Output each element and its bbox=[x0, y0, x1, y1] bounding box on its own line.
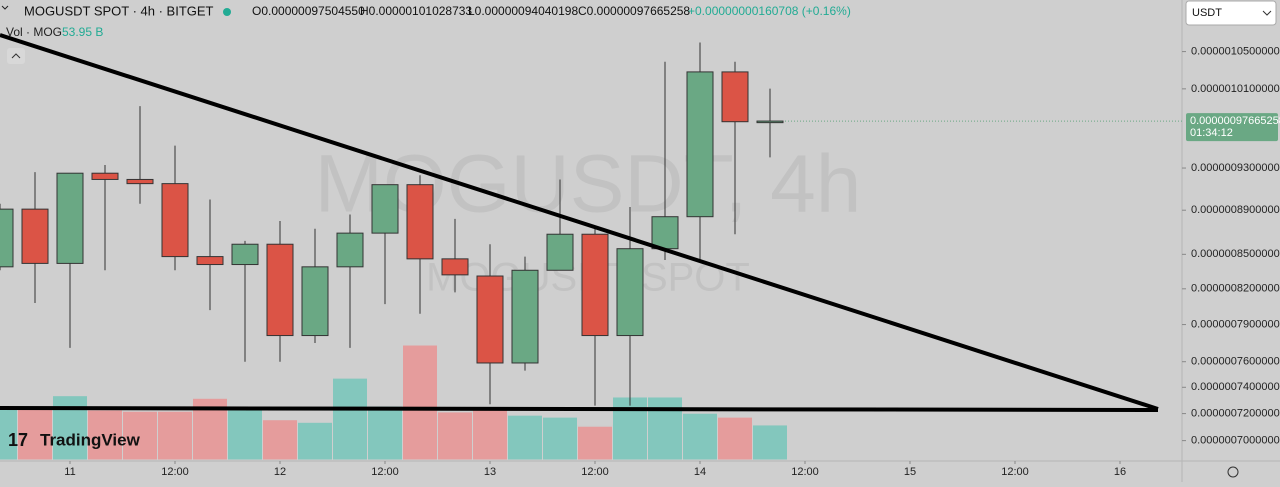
candle-body bbox=[441, 258, 469, 276]
price-axis bbox=[1182, 0, 1280, 482]
volume-bar bbox=[472, 408, 508, 461]
y-tick-label: 0.00000074000000 bbox=[1191, 381, 1280, 393]
volume-bar bbox=[157, 410, 193, 461]
trend-line bbox=[0, 33, 1159, 411]
settings-icon[interactable] bbox=[1227, 466, 1239, 478]
ohlc-value: H0.00000101028733 bbox=[360, 4, 472, 18]
candle-body bbox=[91, 172, 119, 180]
volume-legend-value: 53.95 B bbox=[62, 25, 103, 39]
candle-body bbox=[511, 269, 539, 364]
volume-bar bbox=[297, 421, 333, 461]
ohlc-value: O0.00000097504550 bbox=[252, 4, 365, 18]
x-tick-label: 12:00 bbox=[581, 466, 609, 478]
currency[interactable]: USDT bbox=[1192, 7, 1222, 19]
y-tick-label: 0.00000076000000 bbox=[1191, 356, 1280, 368]
candle-body bbox=[756, 120, 784, 124]
candle-body bbox=[161, 183, 189, 258]
x-tick-label: 12:00 bbox=[1001, 466, 1029, 478]
candle-body bbox=[231, 243, 259, 266]
candle-body bbox=[301, 266, 329, 337]
volume-bar bbox=[367, 405, 403, 461]
logo-icon: 17 bbox=[8, 430, 28, 450]
scroll-icon[interactable] bbox=[11, 53, 21, 59]
logo: TradingView bbox=[40, 430, 141, 449]
ohlc-value: L0.00000094040198 bbox=[468, 4, 578, 18]
candle-body bbox=[476, 275, 504, 364]
currency-box[interactable] bbox=[1185, 0, 1277, 26]
candle-body bbox=[651, 216, 679, 250]
candle-body bbox=[196, 256, 224, 266]
candle-body bbox=[721, 71, 749, 123]
collapse-icon[interactable] bbox=[1, 5, 9, 10]
volume-bar bbox=[682, 412, 718, 461]
dropdown-icon[interactable] bbox=[1262, 10, 1272, 16]
x-tick-label: 16 bbox=[1114, 466, 1126, 478]
volume-bar bbox=[612, 396, 648, 461]
volume-bar bbox=[717, 416, 753, 461]
y-tick-label: 0.00000082000000 bbox=[1191, 283, 1280, 295]
volume-bar bbox=[542, 416, 578, 461]
candle-body bbox=[21, 208, 49, 264]
countdown: 01:34:12 bbox=[1190, 127, 1233, 139]
x-tick-label: 12 bbox=[274, 466, 286, 478]
ohlc-value: C0.00000097665258 bbox=[578, 4, 690, 18]
y-tick-label: 0.00000089000000 bbox=[1191, 204, 1280, 216]
volume-bar bbox=[577, 425, 613, 461]
y-tick-label: 0.00000070000000 bbox=[1191, 435, 1280, 447]
candle-body bbox=[371, 184, 399, 234]
y-tick-label: 0.00000105000000 bbox=[1191, 45, 1280, 57]
x-tick-label: 12:00 bbox=[161, 466, 189, 478]
y-tick-label: 0.00000085000000 bbox=[1191, 248, 1280, 260]
y-tick-label: 0.00000101000000 bbox=[1191, 83, 1280, 95]
candle-body bbox=[56, 172, 84, 264]
volume-bar bbox=[752, 424, 788, 461]
ohlc-value: +0.00000000160708 (+0.16%) bbox=[688, 4, 851, 18]
candle-body bbox=[266, 243, 294, 337]
x-tick-label: 15 bbox=[904, 466, 916, 478]
y-tick-label: 0.00000079000000 bbox=[1191, 318, 1280, 330]
candle-body bbox=[126, 178, 154, 185]
x-tick-label: 13 bbox=[484, 466, 496, 478]
x-tick-label: 11 bbox=[64, 466, 75, 478]
volume-bar bbox=[507, 414, 543, 461]
candle-body bbox=[616, 248, 644, 337]
volume-legend-name: Vol · MOG bbox=[6, 25, 62, 39]
x-tick-label: 12:00 bbox=[791, 466, 819, 478]
candle-body bbox=[0, 208, 14, 268]
volume-bar bbox=[437, 411, 473, 461]
candle-body bbox=[406, 184, 434, 260]
candle-body bbox=[581, 233, 609, 337]
x-tick-label: 12:00 bbox=[371, 466, 399, 478]
x-tick-label: 14 bbox=[694, 466, 706, 478]
volume-bar bbox=[227, 409, 263, 461]
volume-bar bbox=[402, 344, 438, 461]
last-price: 0.00000097665258 bbox=[1190, 115, 1280, 127]
candle-body bbox=[686, 71, 714, 218]
y-tick-label: 0.00000093000000 bbox=[1191, 162, 1280, 174]
candle-body bbox=[546, 233, 574, 271]
trend-line bbox=[0, 406, 1159, 412]
volume-bar bbox=[87, 409, 123, 461]
candle-body bbox=[336, 232, 364, 268]
volume-bar bbox=[647, 396, 683, 461]
volume-bar bbox=[332, 377, 368, 461]
symbol-title: MOGUSDT SPOT · 4h · BITGET bbox=[24, 3, 214, 18]
scroll-button[interactable] bbox=[7, 48, 25, 64]
volume-bar bbox=[52, 395, 88, 461]
volume-bar bbox=[262, 419, 298, 461]
volume-bar bbox=[17, 405, 53, 461]
currency-select[interactable]: USDT bbox=[1185, 0, 1277, 26]
status-dot bbox=[223, 8, 231, 16]
last-price-box bbox=[1186, 113, 1278, 142]
y-tick-label: 0.00000072000000 bbox=[1191, 407, 1280, 419]
